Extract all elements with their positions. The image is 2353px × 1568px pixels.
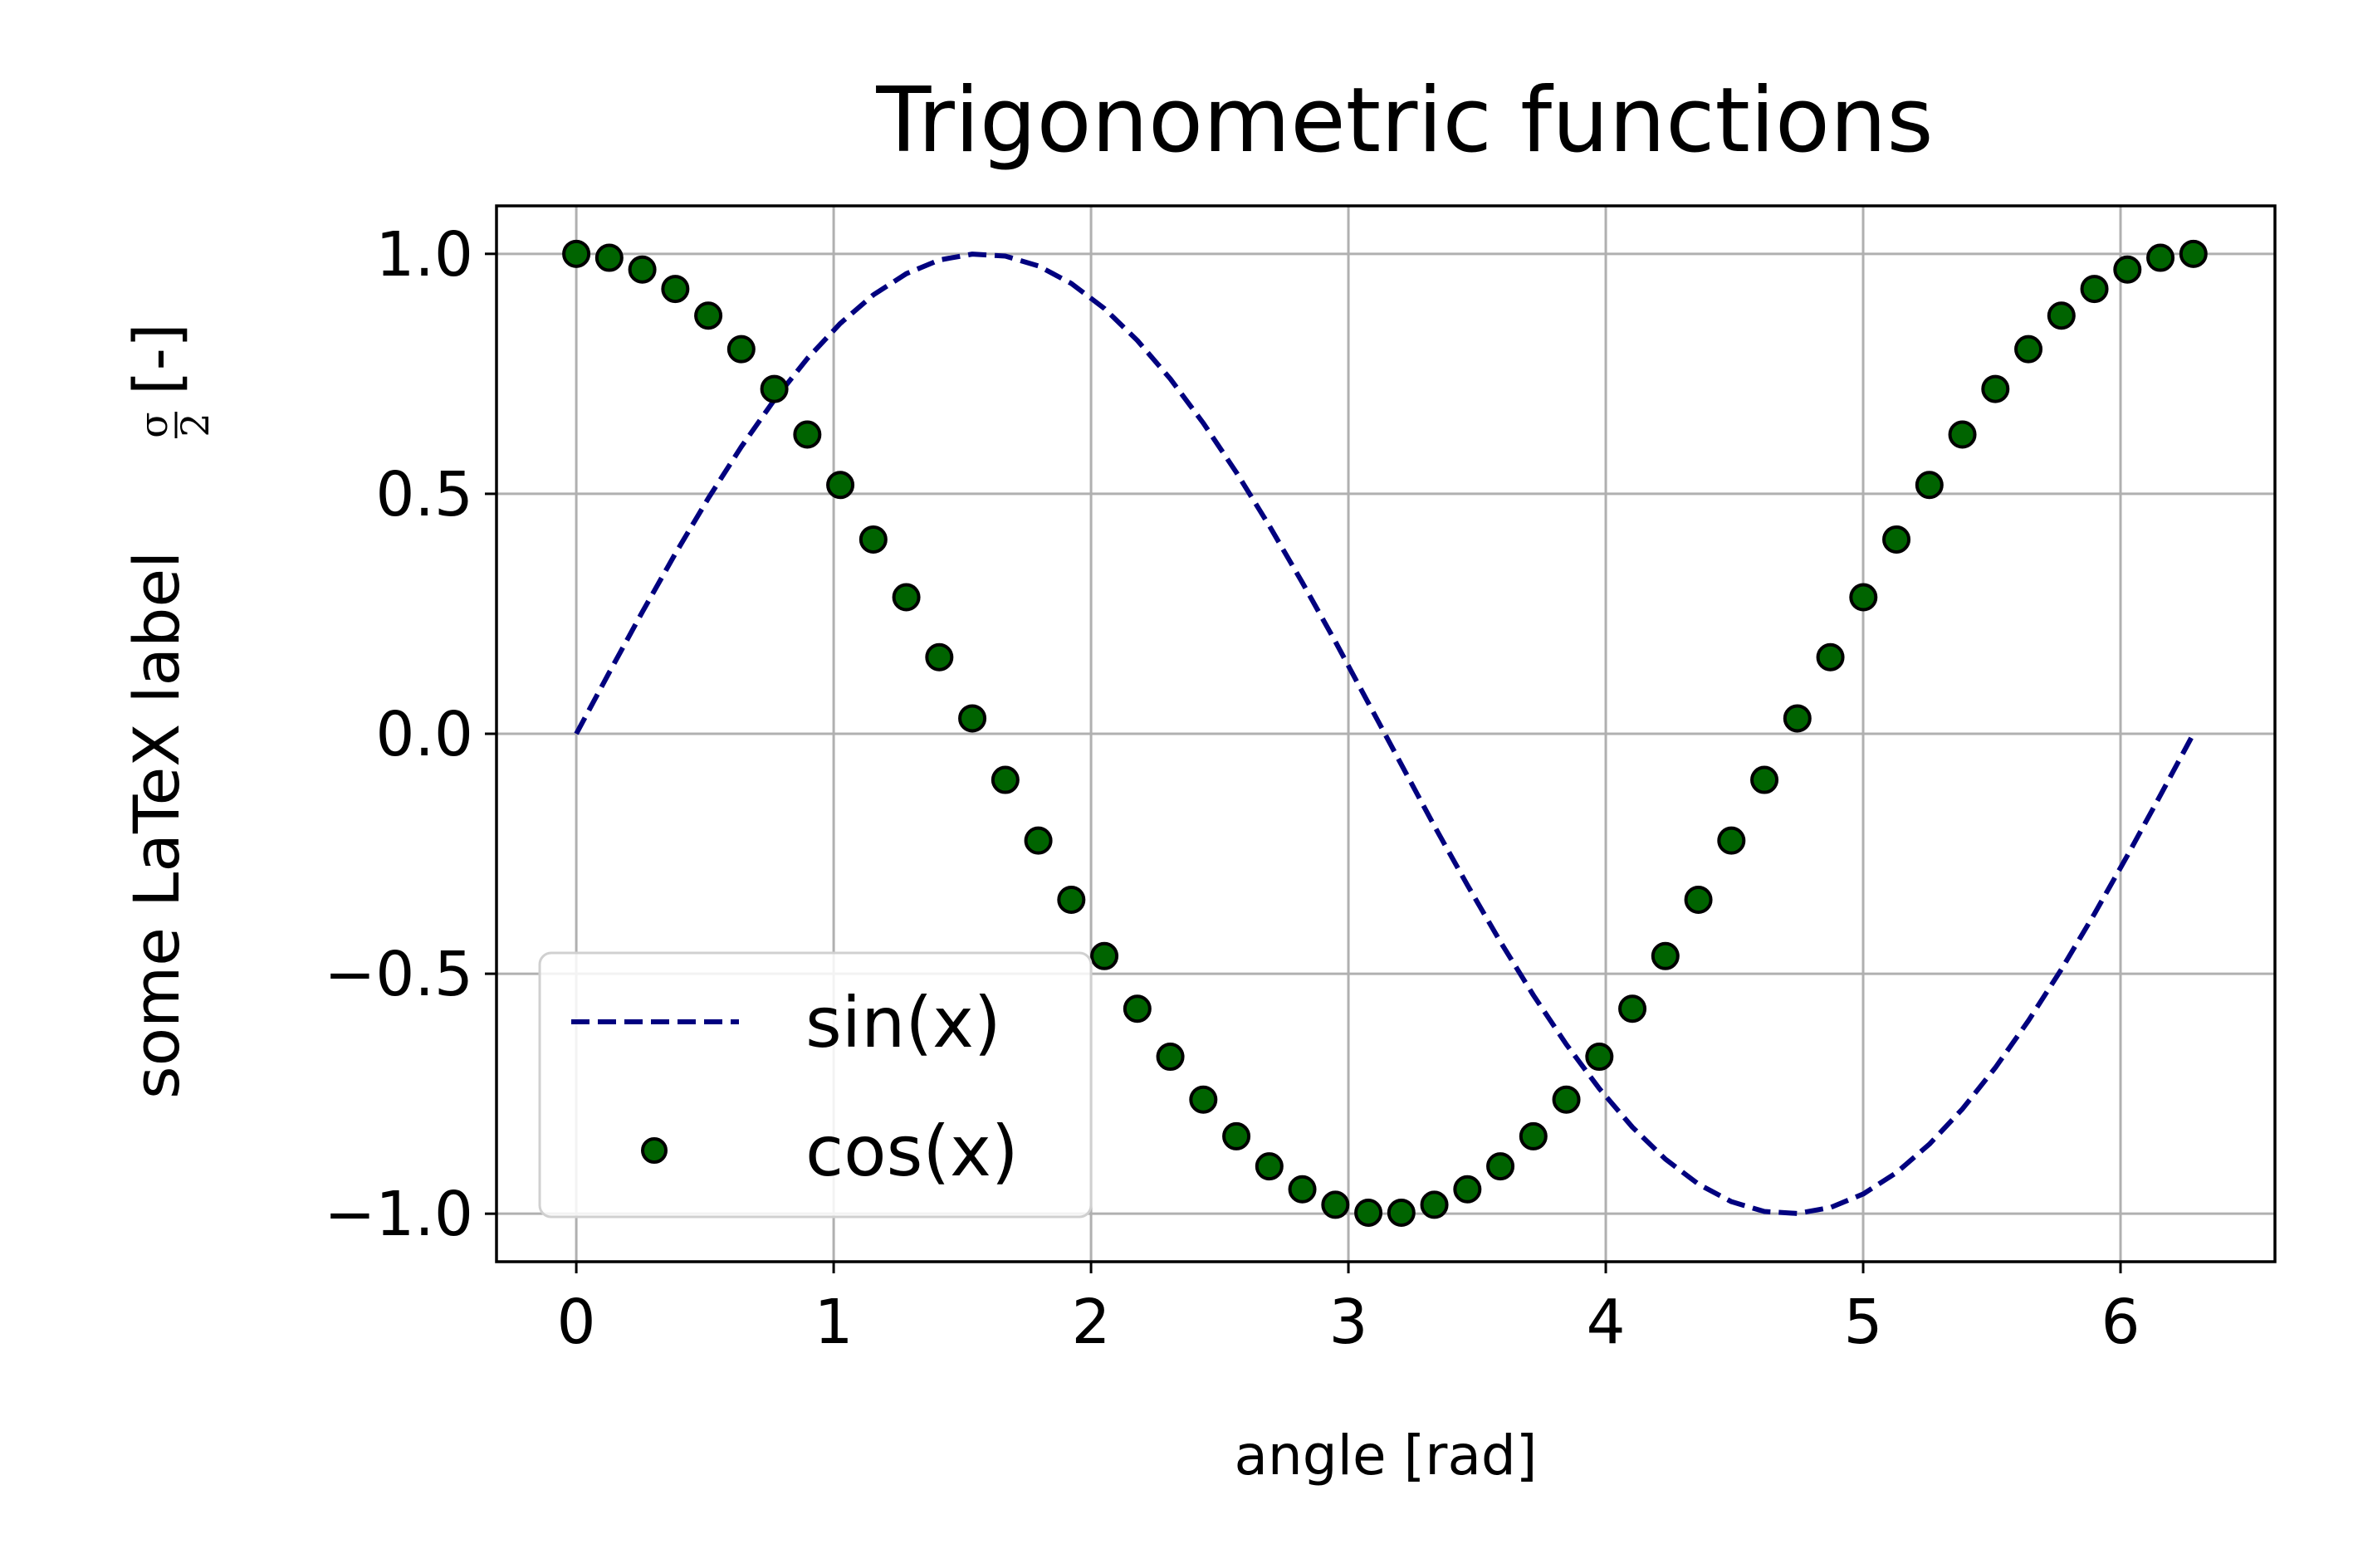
cos-point: [2047, 301, 2076, 330]
cos-point: [2014, 335, 2043, 364]
y-axis-label: some LaTeX label σ 2 [-]: [120, 323, 218, 1099]
cos-point: [1783, 704, 1812, 733]
cos-point: [1288, 1175, 1317, 1204]
x-axis-label: angle [rad]: [1234, 1424, 1537, 1487]
cos-point: [628, 255, 657, 284]
cos-point: [892, 583, 921, 612]
cos-point: [1420, 1190, 1449, 1219]
cos-point: [1090, 941, 1119, 970]
cos-point: [2080, 275, 2109, 304]
cos-point: [726, 335, 756, 364]
cos-point: [1849, 583, 1878, 612]
cos-point: [1915, 471, 1944, 500]
cos-point: [1981, 374, 2010, 403]
cos-point: [1222, 1121, 1251, 1150]
y-axis-label-suffix: [-]: [120, 323, 193, 395]
cos-point: [1585, 1043, 1614, 1072]
cos-point: [1156, 1043, 1185, 1072]
cos-point: [1519, 1121, 1548, 1150]
cos-point: [1354, 1198, 1383, 1227]
legend-sin-label: sin(x): [805, 982, 1001, 1063]
y-axis-label-text: some LaTeX label: [120, 551, 193, 1099]
cos-point: [1486, 1152, 1515, 1181]
cos-point: [991, 765, 1020, 794]
y-axis-label-frac-numerator: σ: [131, 412, 176, 437]
legend-cos-swatch: [641, 1137, 668, 1164]
cos-point: [2113, 255, 2142, 284]
cos-point: [1651, 941, 1680, 970]
y-tick-label: 0.5: [375, 459, 473, 530]
series-sin: [574, 252, 2196, 1216]
y-tick-label: −0.5: [324, 939, 473, 1010]
x-axis-ticks: 0 1 2 3 4 5 6: [557, 1262, 2140, 1358]
cos-point: [1024, 826, 1053, 855]
chart-title: Trigonometric functions: [875, 69, 1933, 173]
y-tick-label: −1.0: [324, 1179, 473, 1250]
cos-point: [562, 239, 591, 268]
cos-point: [826, 471, 855, 500]
y-axis-label-frac-denominator: 2: [173, 413, 218, 437]
cos-point: [1453, 1175, 1482, 1204]
x-tick-label: 1: [814, 1287, 854, 1358]
x-tick-label: 4: [1586, 1287, 1625, 1358]
cos-point: [1057, 885, 1086, 914]
cos-point: [1882, 525, 1911, 554]
cos-point: [1189, 1085, 1218, 1114]
cos-point: [1684, 885, 1713, 914]
sin-line: [574, 252, 2196, 1216]
cos-point: [925, 642, 954, 672]
cos-point: [1321, 1190, 1350, 1219]
cos-point: [661, 275, 690, 304]
cos-point: [1255, 1152, 1284, 1181]
cos-point: [793, 420, 822, 449]
grid-lines: [497, 206, 2275, 1262]
legend: sin(x) cos(x): [538, 951, 1093, 1219]
cos-point: [1123, 994, 1152, 1023]
cos-point: [760, 374, 789, 403]
cos-point: [1750, 765, 1779, 794]
cos-point: [859, 525, 888, 554]
cos-point: [1948, 420, 1977, 449]
x-tick-label: 0: [557, 1287, 596, 1358]
x-tick-label: 6: [2101, 1287, 2140, 1358]
cos-point: [1552, 1085, 1581, 1114]
cos-point: [594, 243, 624, 272]
y-axis-ticks: −1.0 −0.5 0.0 0.5 1.0: [324, 219, 497, 1250]
cos-point: [694, 301, 723, 330]
cos-point: [2146, 243, 2175, 272]
cos-point: [1387, 1198, 1416, 1227]
cos-point: [1816, 642, 1845, 672]
legend-cos-label: cos(x): [805, 1111, 1019, 1192]
cos-point: [2179, 239, 2208, 268]
cos-point: [958, 704, 987, 733]
x-tick-label: 3: [1329, 1287, 1368, 1358]
y-tick-label: 0.0: [375, 699, 473, 770]
x-tick-label: 2: [1072, 1287, 1111, 1358]
cos-point: [1717, 826, 1746, 855]
cos-point: [1618, 994, 1647, 1023]
x-tick-label: 5: [1843, 1287, 1882, 1358]
series-cos: [562, 239, 2208, 1227]
y-tick-label: 1.0: [375, 219, 473, 291]
legend-box: [538, 951, 1093, 1219]
